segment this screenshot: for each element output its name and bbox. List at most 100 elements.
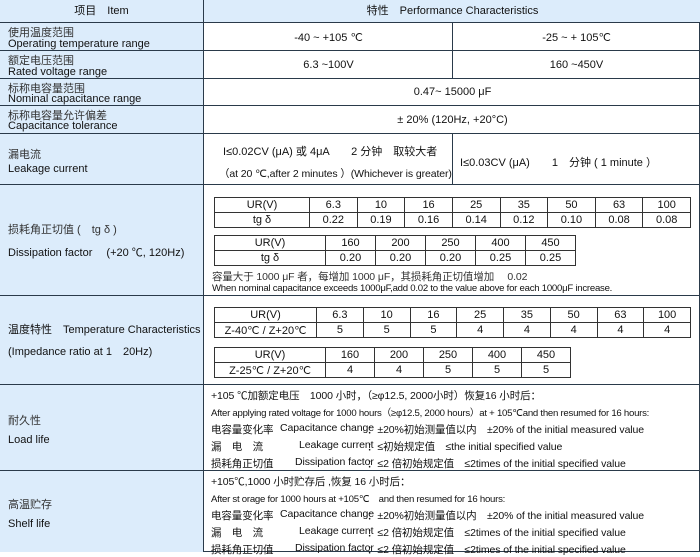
value-cell: 4 xyxy=(325,362,375,378)
label: 温度特性 Temperature Characteristics xyxy=(8,324,201,336)
value-cell: 5 xyxy=(362,322,411,338)
value-low: -40 ~ +105 ℃ xyxy=(294,32,363,44)
label-zh: 漏电流 xyxy=(8,149,41,161)
row-capacitance-range: 标称电容量范围 Nominal capacitance range 0.47~ 1… xyxy=(0,79,700,106)
life-item-zh: 电容量变化率 xyxy=(211,510,274,522)
voltage-cell: 35 xyxy=(503,307,551,323)
row-leakage: 漏电流 Leakage current I≤0.02CV (μA) 或 4μA 2… xyxy=(0,134,700,185)
value-cell: 4 xyxy=(503,322,551,338)
life-item-en: Capacitance change xyxy=(280,422,374,434)
note-en: When nominal capacitance exceeds 1000μF,… xyxy=(212,283,613,294)
value-cell: 4 xyxy=(549,322,598,338)
dissipation-table-low: UR(V) 6.3 10 16 25 35 50 63 100 tg δ 0.22 0.19 0.16 0… xyxy=(214,197,691,228)
life-item-spec: ：≤初始规定值 ≤the initial specified value xyxy=(367,441,563,453)
life-item-en: Capacitance change xyxy=(280,508,374,520)
label-zh: 高温贮存 xyxy=(8,499,52,511)
voltage-cell: 160 xyxy=(325,347,375,363)
life-item-en: Dissipation factor xyxy=(295,542,374,554)
row-dissipation: 损耗角正切值 ( tg δ ) Dissipation factor (+20 ℃… xyxy=(0,185,700,296)
label-en: Load life xyxy=(8,434,50,446)
value-cell: 4 xyxy=(456,322,504,338)
header-cell: UR(V) xyxy=(214,307,317,323)
voltage-cell: 10 xyxy=(362,307,411,323)
value-cell: 5 xyxy=(472,362,522,378)
voltage-cell: 200 xyxy=(375,235,426,251)
header-cell: UR(V) xyxy=(214,347,326,363)
header-cell: UR(V) xyxy=(214,235,326,251)
value-cell: 0.16 xyxy=(404,212,453,228)
value-cell: 0.12 xyxy=(499,212,549,228)
voltage-cell: 16 xyxy=(404,197,453,213)
voltage-cell: 50 xyxy=(547,197,596,213)
value-cell: 0.10 xyxy=(547,212,596,228)
life-item-zh: 损耗角正切值 xyxy=(211,458,274,470)
label-sub: (Impedance ratio at 1 20Hz) xyxy=(8,346,153,358)
value-cell: 4 xyxy=(374,362,424,378)
label-zh: 额定电压范围 xyxy=(8,55,74,67)
temperature-table-low: UR(V) 6.3 10 16 25 35 50 63 100 Z-40℃ / Z+20℃ 5 5 5 4… xyxy=(214,307,691,338)
label-en: Operating temperature range xyxy=(8,38,150,50)
voltage-cell: 450 xyxy=(521,347,571,363)
label-zh: 标称电容量范围 xyxy=(8,83,85,95)
life-item-zh: 损耗角正切值 xyxy=(211,544,274,556)
header-characteristics: 特性 Performance Characteristics xyxy=(366,5,539,17)
value: ± 20% (120Hz, +20°C) xyxy=(397,114,508,126)
row-load-life: 耐久性 Load life +105 ℃加额定电压 1000 小时，（≥φ12.5… xyxy=(0,385,700,471)
label-en: Dissipation factor (+20 ℃, 120Hz) xyxy=(8,247,185,259)
voltage-cell: 400 xyxy=(475,235,526,251)
life-item-spec: ：±20%初始测量值以内 ±20% of the initial measure… xyxy=(367,510,645,522)
life-item-spec: ：≤2 倍初始规定值 ≤2times of the initial specif… xyxy=(367,527,626,539)
life-item-en: Leakage current xyxy=(299,525,374,537)
label-zh: 耐久性 xyxy=(8,415,41,427)
voltage-cell: 6.3 xyxy=(316,307,364,323)
row-label-cell: Z-25℃ / Z+20℃ xyxy=(214,362,326,378)
value-cell: 4 xyxy=(643,322,691,338)
life-item-zh: 电容量变化率 xyxy=(211,424,274,436)
label-zh: 使用温度范围 xyxy=(8,27,74,39)
voltage-cell: 250 xyxy=(423,347,473,363)
row-temperature: 温度特性 Temperature Characteristics (Impedan… xyxy=(0,296,700,385)
row-label-cell: Z-40℃ / Z+20℃ xyxy=(214,322,317,338)
label-en: Capacitance tolerance xyxy=(8,120,118,132)
voltage-cell: 16 xyxy=(409,307,458,323)
voltage-cell: 450 xyxy=(525,235,576,251)
value-cell: 0.25 xyxy=(525,250,576,266)
value-cell: 0.20 xyxy=(425,250,476,266)
value-cell: 0.25 xyxy=(475,250,526,266)
leakage-low-line2: （at 20 ℃,after 2 minutes ）(Whichever is … xyxy=(219,168,452,180)
voltage-cell: 100 xyxy=(643,307,691,323)
value-cell: 0.08 xyxy=(594,212,644,228)
value-cell: 0.22 xyxy=(309,212,358,228)
label-en: Rated voltage range xyxy=(8,66,108,78)
header-cell: UR(V) xyxy=(214,197,310,213)
header-row: 项目 Item 特性 Performance Characteristics xyxy=(0,0,700,23)
life-item-zh: 漏 电 流 xyxy=(211,527,263,539)
row-label-cell: tg δ xyxy=(214,212,310,228)
voltage-cell: 10 xyxy=(356,197,406,213)
dissipation-table-high: UR(V) 160 200 250 400 450 tg δ 0.20 0.20 0.20 0.25… xyxy=(214,235,576,266)
label-en: Nominal capacitance range xyxy=(8,93,142,105)
voltage-cell: 400 xyxy=(472,347,522,363)
life-item-en: Dissipation factor xyxy=(295,456,374,468)
voltage-cell: 160 xyxy=(325,235,376,251)
value-cell: 4 xyxy=(596,322,645,338)
life-line-en: After st orage for 1000 hours at +105℃ a… xyxy=(211,494,506,505)
temperature-table-high: UR(V) 160 200 250 400 450 Z-25℃ / Z+20℃ 4 4 5 5 5 xyxy=(214,347,571,378)
life-line-zh: +105℃,1000 小时贮存后 ,恢复 16 小时后： xyxy=(211,476,411,488)
value-cell: 0.14 xyxy=(451,212,501,228)
label-en: Shelf life xyxy=(8,518,51,530)
row-operating-temperature: 使用温度范围 Operating temperature range -40 ~ … xyxy=(0,23,700,51)
label-zh: 标称电容量允许偏差 xyxy=(8,110,107,122)
life-line-zh: +105 ℃加额定电压 1000 小时，（≥φ12.5, 2000小时）恢复16… xyxy=(211,390,541,402)
leakage-high: I≤0.03CV (μA) 1 分钟 ( 1 minute ） xyxy=(460,157,657,169)
life-line-en: After applying rated voltage for 1000 ho… xyxy=(211,408,650,419)
leakage-low-line1: I≤0.02CV (μA) 或 4μA 2 分钟 取较大者 xyxy=(223,146,438,158)
label-en: Leakage current xyxy=(8,163,88,175)
voltage-cell: 35 xyxy=(499,197,549,213)
voltage-cell: 100 xyxy=(642,197,691,213)
value-cell: 0.20 xyxy=(325,250,376,266)
value-cell: 5 xyxy=(316,322,364,338)
value-low: 6.3 ~100V xyxy=(303,59,354,71)
voltage-cell: 63 xyxy=(596,307,645,323)
voltage-cell: 200 xyxy=(374,347,424,363)
